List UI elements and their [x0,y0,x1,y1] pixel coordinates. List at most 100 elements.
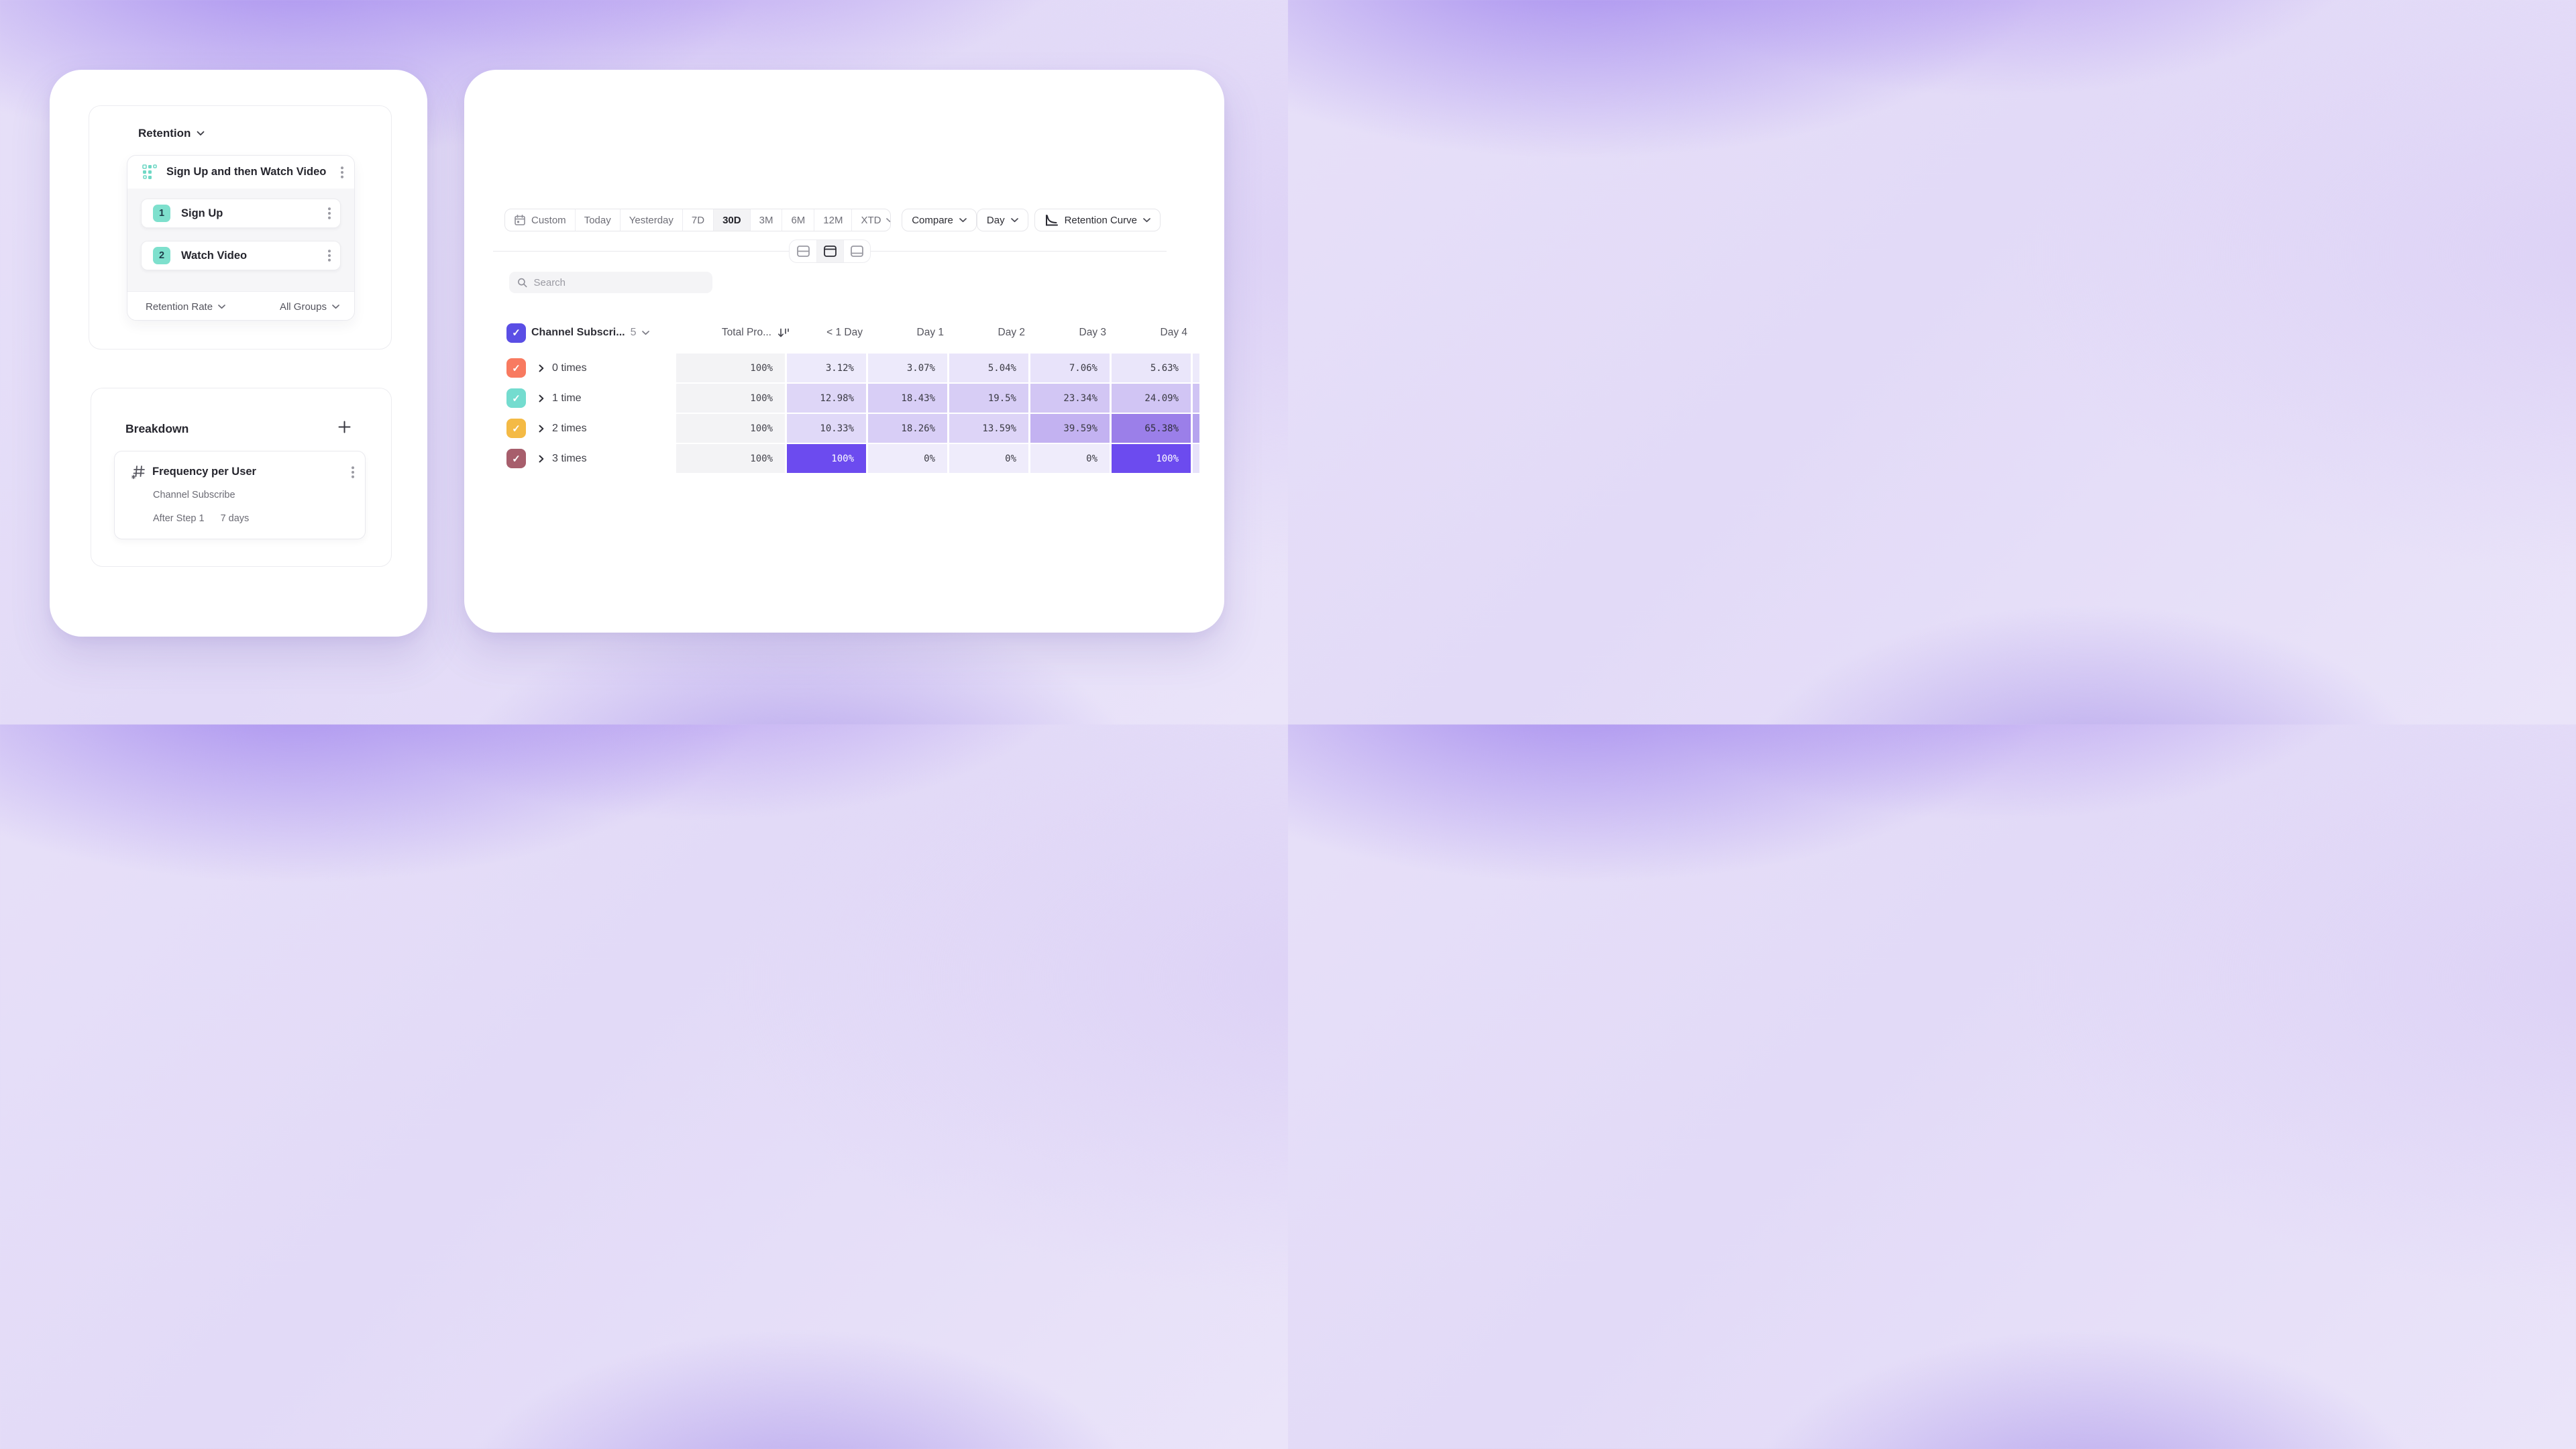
retention-cell[interactable]: 10.33% [787,414,866,443]
total-cell: 100% [676,444,785,473]
chevron-down-icon [1143,217,1150,222]
funnel-kebab-menu[interactable] [341,166,343,178]
add-breakdown-button[interactable] [338,421,351,437]
metric-label: Retention Rate [146,301,213,313]
range-xtd[interactable]: XTD [851,209,891,231]
retention-cell[interactable]: 100% [1112,444,1191,473]
layout-table-view-toggle[interactable] [816,240,843,262]
metric-selector[interactable]: Retention Rate [146,301,225,313]
step-event-label: Sign Up [181,207,223,219]
range-label: 7D [691,214,705,226]
groups-selector[interactable]: All Groups [280,301,339,313]
granularity-button[interactable]: Day [976,209,1028,231]
range-7d[interactable]: 7D [682,209,713,231]
day-column-header: < 1 Day [826,327,863,338]
retention-cell[interactable]: 24.09% [1112,384,1191,413]
range-label: XTD [861,214,881,226]
row-label[interactable]: 1 time [552,392,582,404]
day-column-header: Day 1 [916,327,945,338]
step-kebab-menu[interactable] [328,250,331,262]
retention-cell[interactable]: 23.34% [1030,384,1110,413]
step-kebab-menu[interactable] [328,207,331,219]
group-column-header[interactable]: Channel Subscri... 5 [531,327,685,339]
breakdown-item-card[interactable]: Frequency per User Channel Subscribe Aft… [114,451,366,539]
range-custom[interactable]: Custom [505,209,575,231]
row-label[interactable]: 0 times [552,362,587,374]
retention-cell[interactable]: 12.98% [787,384,866,413]
row-checkbox[interactable]: ✓ [506,449,526,468]
range-label: 3M [759,214,773,226]
chevron-down-icon [886,217,891,222]
range-yesterday[interactable]: Yesterday [619,209,682,231]
layout-toggle-group [789,239,871,263]
chart-type-button[interactable]: Retention Curve [1034,209,1161,231]
breakdown-item-header: Frequency per User [131,464,354,480]
row-label[interactable]: 2 times [552,422,587,434]
retention-cell[interactable]: 39.59% [1030,414,1110,443]
report-canvas-card: Custom Today Yesterday 7D 30D 3M 6M 12M XTD Comp… [464,70,1224,633]
range-label: 6M [791,214,806,226]
range-12m[interactable]: 12M [814,209,851,231]
retention-cell[interactable]: 5.04% [949,354,1028,382]
step-number-badge: 2 [153,247,170,264]
retention-cell[interactable]: 19.5% [949,384,1028,413]
breakdown-kebab-menu[interactable] [352,466,354,478]
row-checkbox[interactable]: ✓ [506,419,526,438]
range-6m[interactable]: 6M [782,209,814,231]
funnel-step-1[interactable]: 1 Sign Up [141,199,341,228]
chevron-down-icon [641,330,649,335]
retention-cell[interactable]: 3.07% [868,354,947,382]
row-expand-chevron-icon[interactable] [539,425,544,433]
funnel-definition-card: Sign Up and then Watch Video 1 Sign Up 2… [127,155,355,321]
row-checkbox[interactable]: ✓ [506,358,526,378]
report-type-label: Retention [138,127,191,140]
compare-button[interactable]: Compare [902,209,977,231]
frequency-hash-icon [131,466,145,480]
total-cell: 100% [676,384,785,413]
retention-cell[interactable]: 0% [868,444,947,473]
bottom-view-icon [851,246,863,257]
row-expand-chevron-icon[interactable] [539,364,544,372]
retention-cell[interactable]: 0% [949,444,1028,473]
breakdown-event-label: Channel Subscribe [153,490,235,500]
retention-cell[interactable]: 0% [1030,444,1110,473]
chevron-down-icon [197,131,205,136]
range-3m[interactable]: 3M [749,209,782,231]
search-input[interactable] [533,276,704,288]
layout-split-view-toggle[interactable] [790,240,816,262]
retention-cell[interactable]: 65.38% [1112,414,1191,443]
funnel-step-2[interactable]: 2 Watch Video [141,241,341,270]
retention-cell[interactable]: 13.59% [949,414,1028,443]
retention-cell[interactable]: 18.26% [868,414,947,443]
funnel-title: Sign Up and then Watch Video [166,166,327,178]
sort-descending-icon[interactable] [777,327,790,339]
retention-cell[interactable]: 18.43% [868,384,947,413]
row-checkbox[interactable]: ✓ [506,388,526,408]
total-column-header[interactable]: Total Pro... [685,327,794,339]
row-label[interactable]: 3 times [552,452,587,464]
retention-cell[interactable]: 5.63% [1112,354,1191,382]
row-expand-chevron-icon[interactable] [539,455,544,463]
table-body: ✓ 0 times 100% 3.12% 3.07% 5.04% 7.06% 5.63% ✓ 1 … [506,354,1199,473]
breakdown-title: Breakdown [125,422,189,435]
range-30d[interactable]: 30D [713,209,750,231]
retention-cell[interactable]: 3.12% [787,354,866,382]
range-label: Today [584,214,611,226]
range-today[interactable]: Today [574,209,620,231]
layout-bottom-view-toggle[interactable] [843,240,870,262]
range-label: 30D [722,214,741,226]
table-row: ✓ 0 times 100% 3.12% 3.07% 5.04% 7.06% 5.63% [506,354,1199,382]
retention-report-selector[interactable]: Retention [138,127,205,140]
retention-table: ✓ Channel Subscri... 5 Total Pro... < 1 … [506,321,1199,474]
table-search[interactable] [509,272,712,293]
day-column-header: Day 3 [1079,327,1107,338]
retention-cell[interactable]: 100% [787,444,866,473]
chevron-down-icon [218,304,225,309]
row-expand-chevron-icon[interactable] [539,394,544,402]
select-all-checkbox[interactable]: ✓ [506,323,526,343]
total-cell: 100% [676,354,785,382]
retention-cell[interactable]: 7.06% [1030,354,1110,382]
table-header-row: ✓ Channel Subscri... 5 Total Pro... < 1 … [506,321,1199,345]
table-row: ✓ 3 times 100% 100% 0% 0% 0% 100% [506,444,1199,473]
group-column-label: Channel Subscri... [531,327,625,338]
